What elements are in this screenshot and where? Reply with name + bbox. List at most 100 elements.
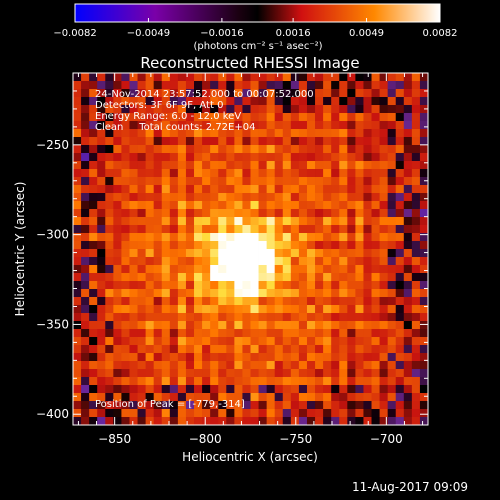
heatmap-cell bbox=[121, 137, 130, 146]
heatmap-cell bbox=[266, 257, 276, 266]
heatmap-cell bbox=[331, 289, 340, 298]
heatmap-cell bbox=[121, 353, 130, 362]
heatmap-cell bbox=[105, 161, 114, 170]
heatmap-cell bbox=[339, 201, 348, 210]
heatmap-cell bbox=[89, 401, 98, 410]
heatmap-cell bbox=[250, 177, 259, 186]
heatmap-cell bbox=[105, 241, 114, 250]
heatmap-cell bbox=[411, 265, 421, 274]
heatmap-cell bbox=[331, 209, 340, 218]
heatmap-cell bbox=[266, 209, 276, 218]
heatmap-cell bbox=[137, 153, 147, 162]
heatmap-cell bbox=[411, 209, 421, 218]
heatmap-cell bbox=[339, 401, 348, 410]
heatmap-cell bbox=[315, 265, 324, 274]
heatmap-cell bbox=[81, 417, 90, 426]
heatmap-cell bbox=[274, 153, 284, 162]
heatmap-cell bbox=[266, 329, 276, 338]
heatmap-cell bbox=[403, 361, 413, 370]
heatmap-cell bbox=[306, 409, 316, 418]
heatmap-cell bbox=[306, 145, 316, 154]
heatmap-cell bbox=[411, 369, 421, 378]
heatmap-cell bbox=[306, 265, 316, 274]
heatmap-cell bbox=[339, 233, 348, 242]
heatmap-cell bbox=[306, 385, 316, 394]
heatmap-cell bbox=[185, 409, 195, 418]
heatmap-cell bbox=[258, 113, 268, 122]
heatmap-cell bbox=[355, 73, 364, 82]
heatmap-cell bbox=[137, 81, 147, 90]
heatmap-cell bbox=[234, 337, 243, 346]
heatmap-cell bbox=[129, 417, 138, 426]
heatmap-cell bbox=[242, 361, 251, 370]
heatmap-cell bbox=[419, 233, 429, 242]
heatmap-cell bbox=[339, 409, 348, 418]
heatmap-cell bbox=[306, 337, 316, 346]
heatmap-cell bbox=[129, 265, 138, 274]
heatmap-cell bbox=[250, 297, 259, 306]
heatmap-cell bbox=[347, 161, 356, 170]
heatmap-cell bbox=[234, 241, 243, 250]
heatmap-cell bbox=[145, 121, 155, 130]
heatmap-cell bbox=[290, 161, 300, 170]
heatmap-cell bbox=[323, 105, 332, 114]
heatmap-cell bbox=[153, 225, 163, 234]
heatmap-cell bbox=[145, 193, 155, 202]
heatmap-cell bbox=[185, 329, 195, 338]
heatmap-cell bbox=[153, 385, 163, 394]
heatmap-cell bbox=[371, 129, 380, 138]
heatmap-cell bbox=[242, 113, 251, 122]
heatmap-cell bbox=[242, 185, 251, 194]
heatmap-cell bbox=[371, 153, 380, 162]
heatmap-cell bbox=[185, 89, 195, 98]
heatmap-cell bbox=[274, 233, 284, 242]
heatmap-cell bbox=[331, 137, 340, 146]
heatmap-cell bbox=[315, 393, 324, 402]
heatmap-cell bbox=[331, 121, 340, 130]
heatmap-cell bbox=[395, 345, 405, 354]
heatmap-cell bbox=[298, 81, 308, 90]
heatmap-cell bbox=[113, 137, 122, 146]
heatmap-cell bbox=[81, 313, 90, 322]
info-clean-counts: Clean Total counts: 2.72E+04 bbox=[95, 122, 255, 133]
heatmap-cell bbox=[89, 185, 98, 194]
heatmap-cell bbox=[306, 273, 316, 282]
heatmap-cell bbox=[137, 337, 147, 346]
heatmap-cell bbox=[161, 145, 171, 154]
heatmap-cell bbox=[145, 305, 155, 314]
heatmap-cell bbox=[290, 337, 300, 346]
heatmap-cell bbox=[145, 401, 155, 410]
heatmap-cell bbox=[137, 385, 147, 394]
heatmap-cell bbox=[185, 241, 195, 250]
heatmap-cell bbox=[145, 385, 155, 394]
heatmap-cell bbox=[347, 337, 356, 346]
heatmap-cell bbox=[274, 73, 284, 82]
heatmap-cell bbox=[290, 393, 300, 402]
heatmap-cell bbox=[145, 185, 155, 194]
heatmap-cell bbox=[121, 225, 130, 234]
heatmap-cell bbox=[226, 265, 235, 274]
heatmap-cell bbox=[274, 353, 284, 362]
heatmap-cell bbox=[185, 145, 195, 154]
heatmap-cell bbox=[194, 281, 203, 290]
heatmap-cell bbox=[185, 377, 195, 386]
heatmap-cell bbox=[347, 401, 356, 410]
heatmap-cell bbox=[169, 273, 179, 282]
heatmap-cell bbox=[371, 121, 380, 130]
heatmap-cell bbox=[129, 369, 138, 378]
heatmap-cell bbox=[145, 329, 155, 338]
heatmap-cell bbox=[113, 209, 122, 218]
heatmap-cell bbox=[177, 297, 187, 306]
heatmap-cell bbox=[387, 201, 397, 210]
heatmap-cell bbox=[347, 201, 356, 210]
heatmap-cell bbox=[274, 169, 284, 178]
heatmap-cell bbox=[97, 289, 106, 298]
heatmap-cell bbox=[202, 161, 211, 170]
heatmap-cell bbox=[306, 201, 316, 210]
heatmap-cell bbox=[218, 105, 227, 114]
heatmap-cell bbox=[250, 313, 259, 322]
heatmap-cell bbox=[347, 81, 356, 90]
heatmap-cell bbox=[105, 169, 114, 178]
heatmap-cell bbox=[81, 361, 90, 370]
heatmap-cell bbox=[129, 89, 138, 98]
